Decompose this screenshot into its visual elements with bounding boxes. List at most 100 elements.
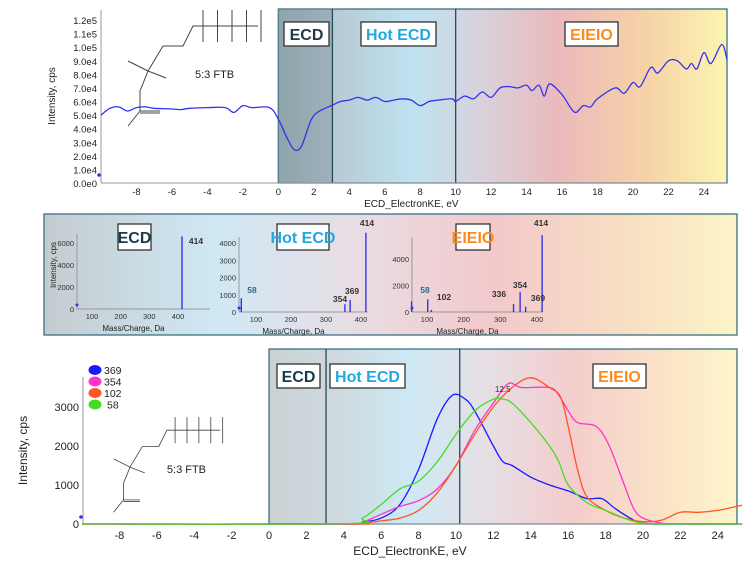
series-line-58 (81, 397, 743, 525)
legend-label-58: 58 (107, 400, 119, 412)
x-tick-label: 100 (86, 312, 99, 321)
spectrum-title-box (117, 223, 152, 251)
x-tick-label: 20 (628, 187, 639, 198)
x-tick-label: 300 (320, 315, 333, 324)
y-tick-label: 1.2e5 (73, 16, 97, 27)
y-tick-label: 1.0e4 (73, 165, 97, 176)
region-hot-ecd-box (329, 363, 406, 389)
x-tick-label: 200 (114, 312, 127, 321)
carboxylate-chain (113, 466, 131, 513)
x-tick-label: 2 (303, 530, 309, 542)
carbon-chain (129, 429, 221, 468)
peak-label: 414 (189, 236, 203, 246)
energy-regions-background (277, 8, 728, 184)
molecule-label: 5:3 FTB (167, 464, 206, 476)
x-tick-label: 8 (418, 187, 423, 198)
y-tick-label: 4.0e4 (73, 125, 97, 136)
x-tick-label: 14 (521, 187, 532, 198)
x-tick-label: 4 (341, 530, 347, 542)
y-axis-label: Intensity, cps (49, 242, 58, 288)
y-tick-label: 2.0e4 (73, 152, 97, 163)
y-axis-label: Intensity, cps (16, 416, 30, 485)
x-tick-label: -4 (189, 530, 199, 542)
x-tick-label: 300 (494, 315, 507, 324)
x-tick-label: 100 (250, 315, 263, 324)
x-tick-label: 12 (487, 530, 499, 542)
series-line-354 (81, 382, 743, 525)
x-tick-label: 10 (450, 530, 462, 542)
x-tick-label: 4 (347, 187, 352, 198)
spectrum-title-box (455, 223, 491, 251)
spectra-panel-background (43, 213, 738, 336)
x-axis-label: ECD_ElectronKE, eV (364, 199, 459, 210)
spectrum-title-label: ECD (118, 230, 152, 247)
x-tick-label: 400 (355, 315, 368, 324)
x-tick-label: -2 (239, 187, 247, 198)
region-hot-ecd-label: Hot ECD (335, 369, 400, 386)
y-tick-label: 0 (73, 519, 79, 531)
x-tick-label: 20 (637, 530, 649, 542)
legend-label-354: 354 (104, 377, 122, 389)
x-tick-label: 22 (674, 530, 686, 542)
intensity-trace (100, 43, 728, 152)
y-tick-label: 4000 (57, 261, 74, 270)
x-axis-label: Mass/Charge, Da (436, 327, 499, 336)
x-tick-label: 100 (421, 315, 434, 324)
x-tick-label: 0 (266, 530, 272, 542)
y-tick-label: 3000 (219, 256, 236, 265)
methyl-bond (147, 70, 167, 79)
y-tick-label: 1.1e5 (73, 30, 97, 41)
spectrum-title-label: Hot ECD (271, 230, 336, 247)
x-tick-label: 24 (712, 530, 724, 542)
y-tick-label: 0 (70, 305, 74, 314)
axis-marker (75, 303, 79, 307)
peak-label: 354 (333, 294, 347, 304)
x-tick-label: 18 (592, 187, 603, 198)
carbon-chain (147, 25, 258, 72)
series-line-369 (81, 393, 743, 525)
y-tick-label: 9.0e4 (73, 57, 97, 68)
x-tick-label: 6 (382, 187, 387, 198)
spectrum-hot-ecd: Hot ECD 0 1000 2000 3000 4000 100 200 300 400 Mass… (219, 218, 374, 336)
y-tick-label: 4000 (392, 255, 409, 264)
spectrum-title-box (276, 223, 330, 251)
x-tick-label: -6 (168, 187, 176, 198)
axis-marker (79, 515, 83, 519)
methyl-bond (127, 60, 149, 72)
top-chart-electron-energy-scan: ECD Hot ECD EIEIO 0.0e0 1.0e4 2.0e4 3.0e4 4.0e4… (47, 8, 728, 210)
x-tick-label: 16 (562, 530, 574, 542)
axis-marker (97, 173, 101, 177)
x-tick-label: 200 (285, 315, 298, 324)
y-axis-label: Intensity, cps (47, 67, 58, 125)
region-ecd-label: ECD (282, 369, 316, 386)
x-tick-label: 400 (172, 312, 185, 321)
region-hot-ecd-box (360, 21, 437, 47)
y-tick-label: 2000 (392, 282, 409, 291)
mass-spectra-panel: ECD 0 2000 4000 6000 100 200 300 400 Mass/Charge,… (43, 213, 738, 336)
x-tick-label: 14 (525, 530, 537, 542)
x-tick-label: 10 (450, 187, 461, 198)
peak-label: 58 (420, 285, 430, 295)
x-tick-label: -8 (132, 187, 140, 198)
x-tick-label: -6 (152, 530, 162, 542)
x-tick-label: 200 (457, 315, 470, 324)
region-eieio-label: EIEIO (598, 369, 641, 386)
x-tick-label: 24 (699, 187, 710, 198)
y-tick-label: 0.0e0 (73, 179, 97, 190)
y-tick-label: 6.0e4 (73, 98, 97, 109)
x-axis-label: Mass/Charge, Da (262, 327, 325, 336)
y-tick-label: 1.0e5 (73, 43, 97, 54)
spectrum-ecd: ECD 0 2000 4000 6000 100 200 300 400 Mass/Charge,… (49, 223, 210, 333)
x-tick-label: -8 (115, 530, 125, 542)
x-tick-label: 8 (416, 530, 422, 542)
y-tick-label: 6000 (57, 239, 74, 248)
x-tick-label: 2 (311, 187, 316, 198)
x-axis-label: Mass/Charge, Da (102, 324, 165, 333)
legend-swatch-58 (88, 399, 102, 410)
spectrum-eieio: EIEIO 0 2000 4000 100 200 300 400 Mass/Charge, D… (392, 218, 548, 336)
legend-label-369: 369 (104, 365, 122, 377)
legend-swatch-369 (88, 365, 102, 375)
y-tick-label: 1000 (55, 480, 79, 492)
